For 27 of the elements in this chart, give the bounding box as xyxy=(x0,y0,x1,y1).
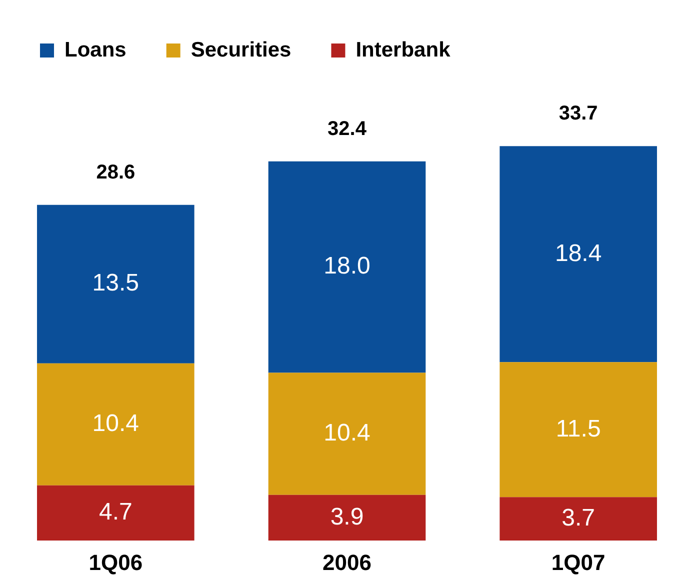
legend-label: Securities xyxy=(190,38,292,62)
bar xyxy=(500,497,657,541)
data-label: 10.4 xyxy=(324,419,370,446)
x-tick-label: 1Q07 xyxy=(551,550,606,575)
data-label: 3.7 xyxy=(562,504,596,532)
bar xyxy=(500,146,657,362)
legend-label: Interbank xyxy=(356,38,451,62)
bar xyxy=(37,204,194,364)
data-label: 11.5 xyxy=(556,415,601,442)
bar xyxy=(37,363,194,486)
x-tick-label: 2006 xyxy=(322,550,372,575)
data-label: 3.9 xyxy=(330,503,364,530)
x-tick-label: 1Q06 xyxy=(88,550,143,575)
bar xyxy=(268,372,426,495)
data-label: 18.0 xyxy=(324,252,370,280)
total-label: 33.7 xyxy=(558,102,598,125)
data-label: 18.4 xyxy=(554,240,602,267)
bar xyxy=(37,485,194,541)
total-label: 28.6 xyxy=(96,161,136,184)
data-label: 13.5 xyxy=(92,270,140,297)
bar xyxy=(268,161,426,373)
bar xyxy=(500,362,657,498)
total-label: 32.4 xyxy=(328,118,368,140)
data-label: 4.7 xyxy=(98,498,132,526)
bar xyxy=(268,494,426,541)
data-label: 10.4 xyxy=(92,410,140,437)
legend-label: Loans xyxy=(64,38,126,62)
